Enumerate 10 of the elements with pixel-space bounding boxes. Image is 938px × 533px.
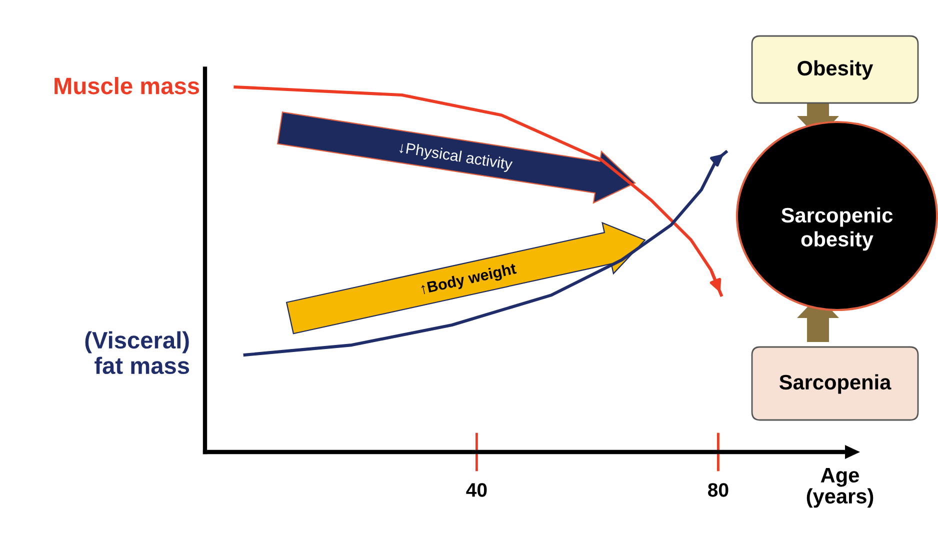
- x-tick-label: 40: [466, 483, 487, 497]
- annotation: Sarcopenia: [779, 374, 892, 394]
- x-axis-title: Age (years): [806, 468, 874, 508]
- text: Obesity: [798, 60, 874, 80]
- annotation: ↓Physical activity: [398, 141, 514, 173]
- series-label: Muscle mass: [54, 76, 200, 94]
- x-tick-label: 80: [708, 483, 728, 497]
- text: (Visceral) fat mass: [85, 331, 190, 374]
- annotation: Sarcopenic obesity: [781, 207, 893, 251]
- annotation: ↑Body weight: [420, 262, 518, 298]
